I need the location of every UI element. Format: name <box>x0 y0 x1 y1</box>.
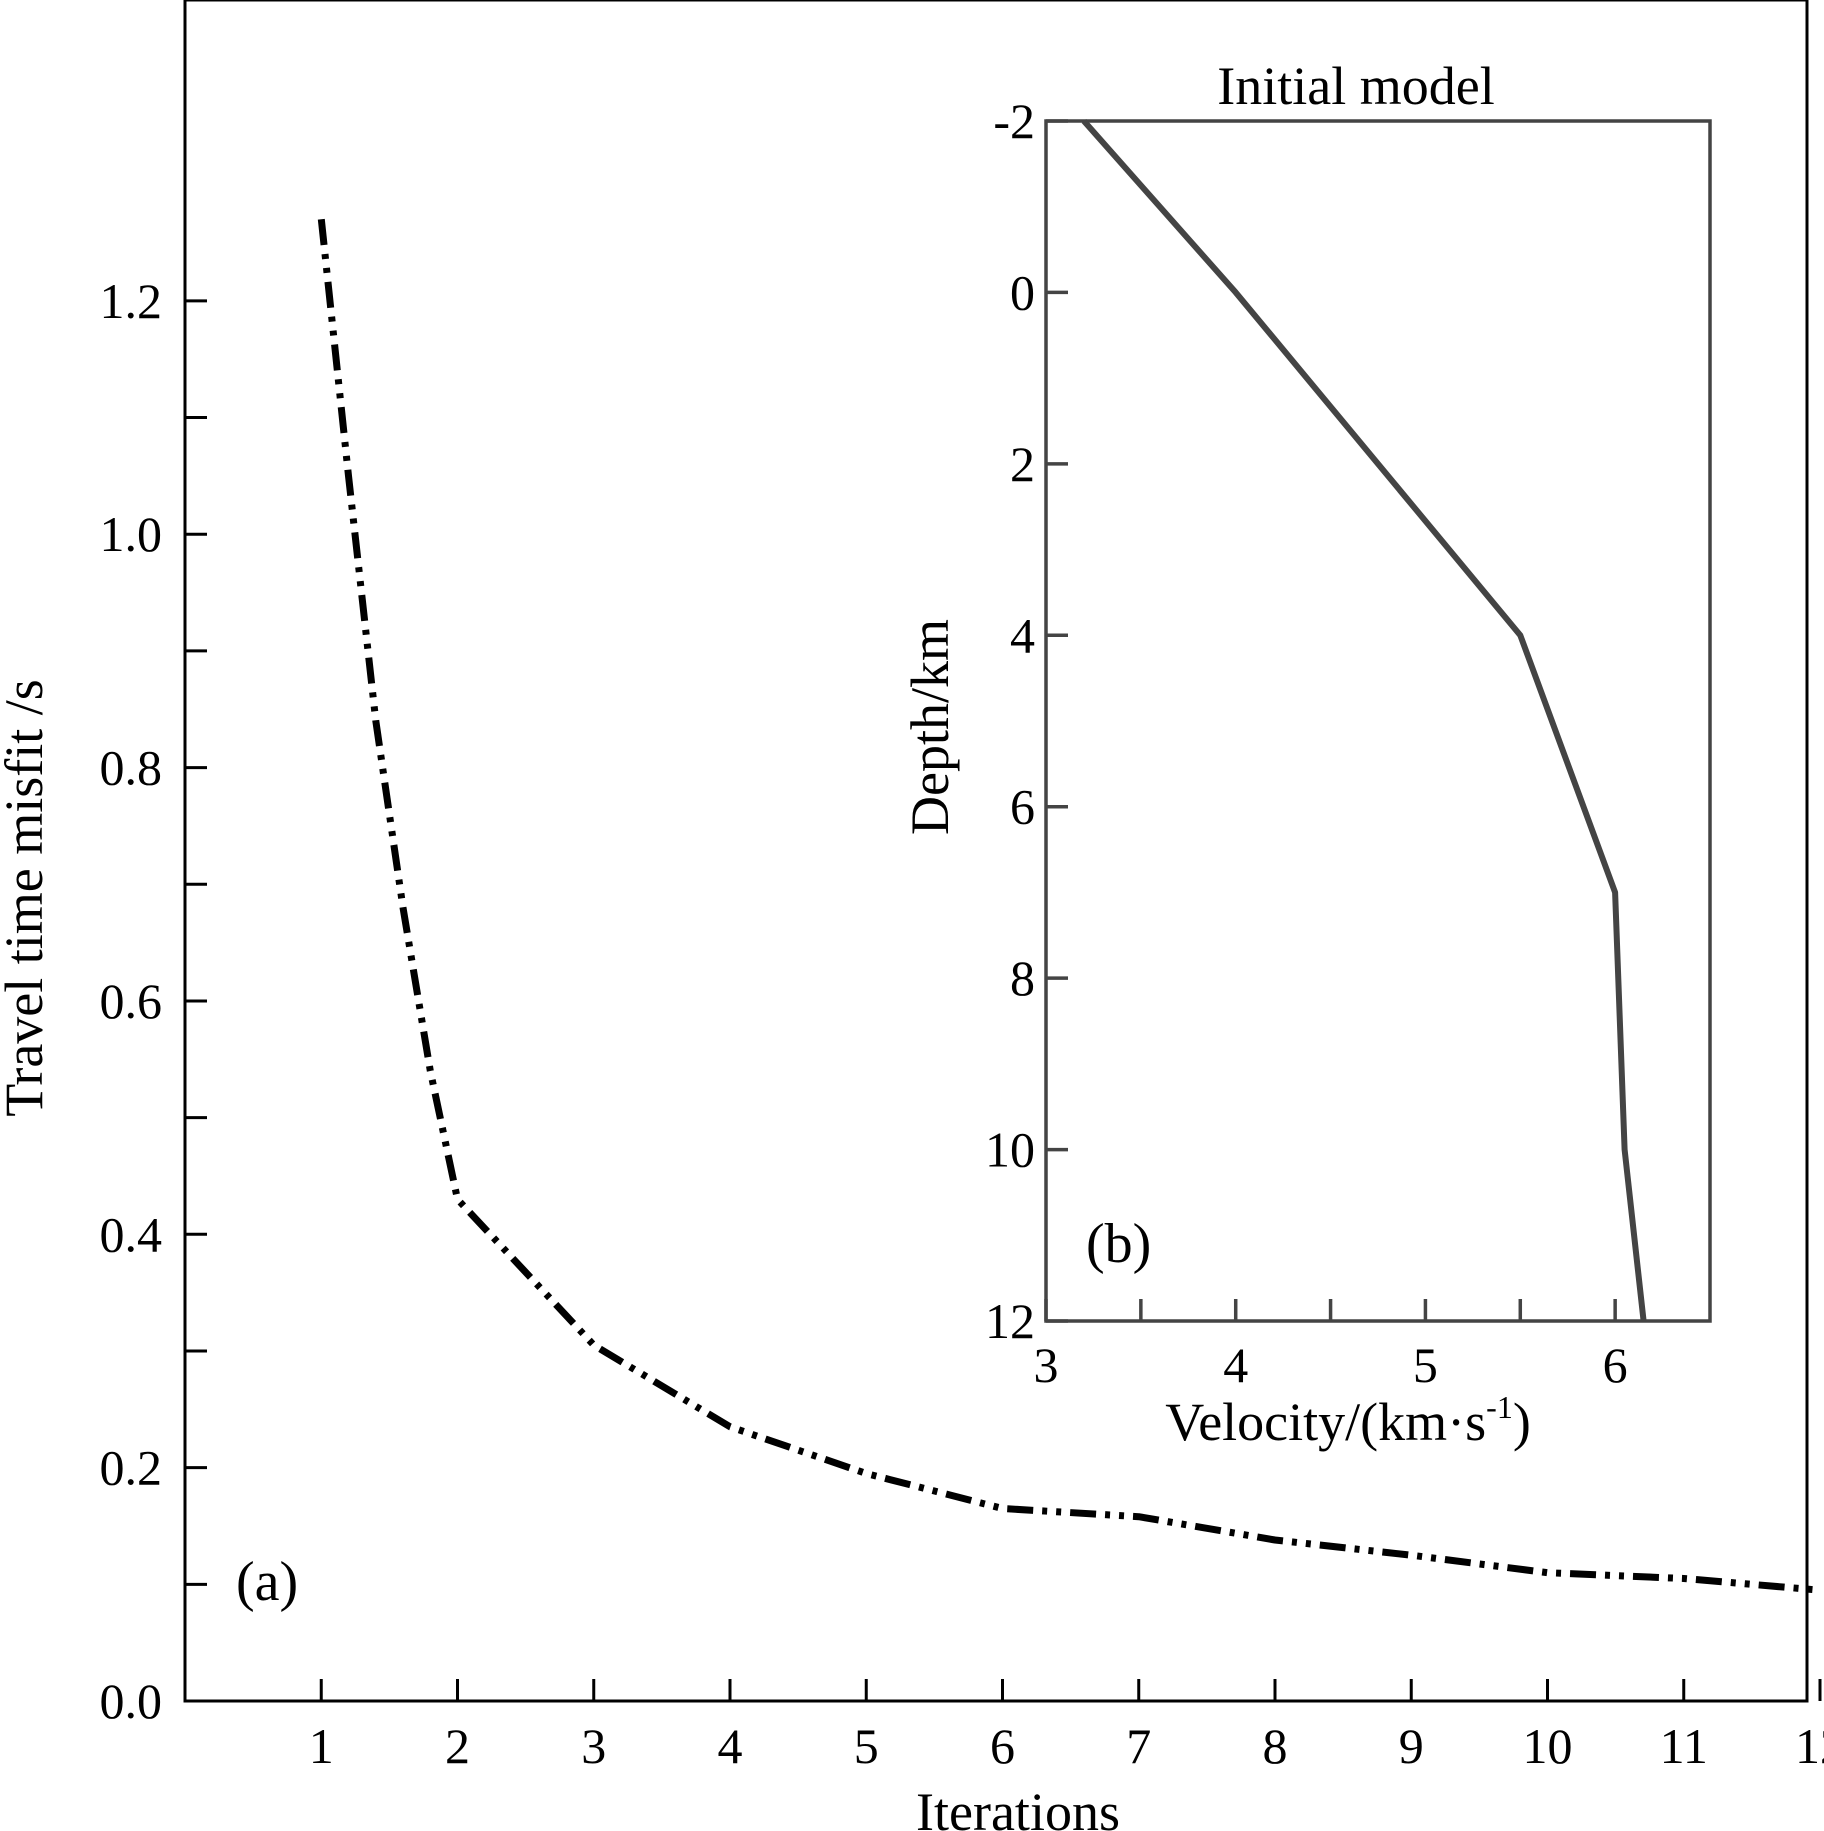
main-y-tick-label: 0.6 <box>100 973 163 1029</box>
panel-label-b: (b) <box>1086 1213 1151 1275</box>
velocity-profile-line <box>1081 119 1647 1322</box>
inset-x-axis-title-suffix: ) <box>1513 1392 1531 1452</box>
inset-title: Initial model <box>1217 56 1494 116</box>
inset-y-tick-label: 10 <box>985 1122 1035 1178</box>
main-x-tick-label: 6 <box>990 1718 1015 1774</box>
inset-y-tick-labels: -2 0 2 4 6 8 10 12 <box>985 93 1035 1349</box>
main-y-tick-label: 1.2 <box>100 273 163 329</box>
main-y-tick-label: 0.2 <box>100 1440 163 1496</box>
main-x-tick-label: 10 <box>1523 1718 1573 1774</box>
main-x-tick-label: 2 <box>445 1718 470 1774</box>
main-y-tick-label: 0.4 <box>100 1206 163 1262</box>
inset-x-axis-title-main: Velocity/(km·s <box>1165 1392 1486 1452</box>
inset-tick-marks <box>1044 119 1617 1323</box>
main-x-axis-title: Iterations <box>916 1782 1120 1831</box>
inset-x-tick-label: 5 <box>1413 1337 1438 1393</box>
main-tick-marks <box>185 299 1822 1703</box>
main-x-tick-label: 1 <box>309 1718 334 1774</box>
inset-y-tick-label: -2 <box>993 93 1035 149</box>
main-y-tick-labels: 0.0 0.2 0.4 0.6 0.8 1.0 1.2 <box>100 273 163 1729</box>
inset-y-tick-label: 0 <box>1010 264 1035 320</box>
panel-label-a: (a) <box>236 1551 298 1613</box>
inset-plot-frame <box>1044 119 1712 1323</box>
inset-x-tick-label: 3 <box>1034 1337 1059 1393</box>
main-x-tick-label: 5 <box>854 1718 879 1774</box>
inset-y-tick-label: 2 <box>1010 436 1035 492</box>
main-x-tick-label: 4 <box>718 1718 743 1774</box>
inset-y-axis-title: Depth/km <box>900 619 960 835</box>
inset-plot: 3 4 5 6 -2 0 2 4 6 8 10 12 Initial model (b) Veloc… <box>900 56 1712 1452</box>
inset-y-tick-label: 12 <box>985 1293 1035 1349</box>
main-x-tick-label: 3 <box>581 1718 606 1774</box>
inset-series-layer <box>1081 119 1647 1322</box>
main-x-tick-labels: 123456789101112 <box>309 1718 1824 1774</box>
main-x-tick-label: 8 <box>1263 1718 1288 1774</box>
inset-x-tick-label: 4 <box>1223 1337 1248 1393</box>
inset-x-tick-label: 6 <box>1603 1337 1628 1393</box>
inset-x-axis-title: Velocity/(km·s-1) <box>1165 1389 1531 1452</box>
main-y-tick-label: 0.8 <box>100 740 163 796</box>
main-y-tick-label: 1.0 <box>100 506 163 562</box>
main-x-tick-label: 11 <box>1660 1718 1708 1774</box>
main-y-tick-label: 0.0 <box>100 1673 163 1729</box>
main-x-tick-label: 12 <box>1795 1718 1824 1774</box>
inset-x-axis-title-sup: -1 <box>1486 1389 1513 1425</box>
main-x-tick-label: 7 <box>1126 1718 1151 1774</box>
inset-x-tick-labels: 3 4 5 6 <box>1034 1337 1628 1393</box>
main-x-tick-label: 9 <box>1399 1718 1424 1774</box>
main-plot-frame <box>183 0 1809 1703</box>
inset-y-tick-label: 4 <box>1010 607 1035 663</box>
inset-y-tick-label: 8 <box>1010 950 1035 1006</box>
main-y-axis-title: Travel time misfit /s <box>0 679 54 1117</box>
inset-y-tick-label: 6 <box>1010 779 1035 835</box>
inset-background <box>1046 121 1710 1321</box>
